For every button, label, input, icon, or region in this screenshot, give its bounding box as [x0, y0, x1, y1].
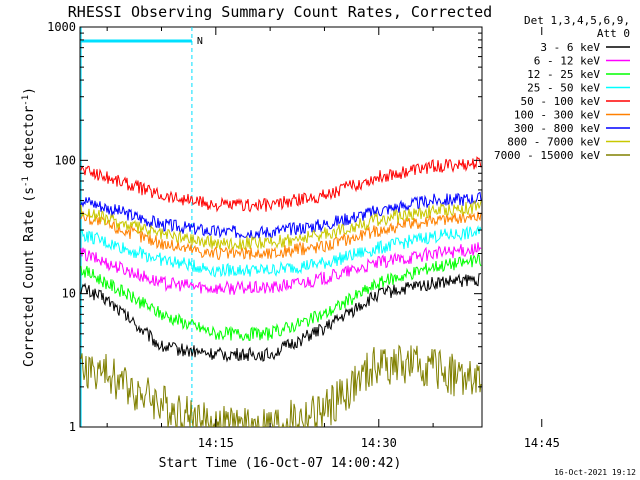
legend-entry-label: 50 - 100 keV — [521, 95, 601, 108]
x-tick-label: 14:45 — [524, 436, 560, 450]
y-axis: 1 10 100 1000 — [47, 20, 482, 434]
x-tick-label: 14:30 — [361, 436, 397, 450]
legend-entry-label: 6 - 12 keV — [534, 55, 601, 68]
series-line-2 — [80, 253, 482, 342]
y-axis-label-end: ) — [22, 87, 37, 95]
series-line-0 — [80, 272, 482, 363]
footer-timestamp: 16-Oct-2021 19:12 — [554, 468, 636, 477]
legend-entry-label: 300 - 800 keV — [514, 122, 600, 135]
x-tick-label: 14:15 — [198, 436, 234, 450]
y-tick-label: 1 — [69, 420, 76, 434]
y-axis-label: Corrected Count Rate (s-1 detector-1) — [21, 87, 37, 367]
series-line-5 — [80, 211, 482, 261]
legend-header-line-2: Att 0 — [597, 27, 630, 40]
legend-entry-label: 3 - 6 keV — [540, 41, 600, 54]
y-tick-label: 10 — [62, 287, 76, 301]
y-axis-label-sup2: -1 — [21, 95, 31, 106]
legend-entry-label: 25 - 50 keV — [527, 82, 600, 95]
y-tick-label: 100 — [54, 153, 76, 167]
chart-title: RHESSI Observing Summary Count Rates, Co… — [68, 3, 492, 21]
y-tick-label: 1000 — [47, 20, 76, 34]
series-layer — [80, 156, 482, 427]
y-axis-label-mid: detector — [22, 106, 37, 177]
attenuator-label: N — [197, 36, 203, 47]
legend-entry-label: 100 - 300 keV — [514, 109, 600, 122]
legend-entry-label: 800 - 7000 keV — [507, 136, 600, 149]
y-axis-label-main: Corrected Count Rate (s — [22, 187, 37, 367]
series-line-3 — [80, 225, 482, 278]
x-axis-label: Start Time (16-Oct-07 14:00:42) — [159, 456, 402, 471]
series-line-7 — [80, 199, 482, 251]
series-line-6 — [80, 191, 482, 240]
legend-header-line-1: Det 1,3,4,5,6,9, — [524, 14, 630, 27]
series-line-8 — [80, 344, 482, 427]
legend-entry-label: 12 - 25 keV — [527, 68, 600, 81]
y-axis-label-sup1: -1 — [21, 176, 31, 187]
series-line-1 — [80, 242, 482, 295]
legend-entry-label: 7000 - 15000 keV — [494, 149, 600, 162]
series-line-4 — [80, 156, 482, 213]
